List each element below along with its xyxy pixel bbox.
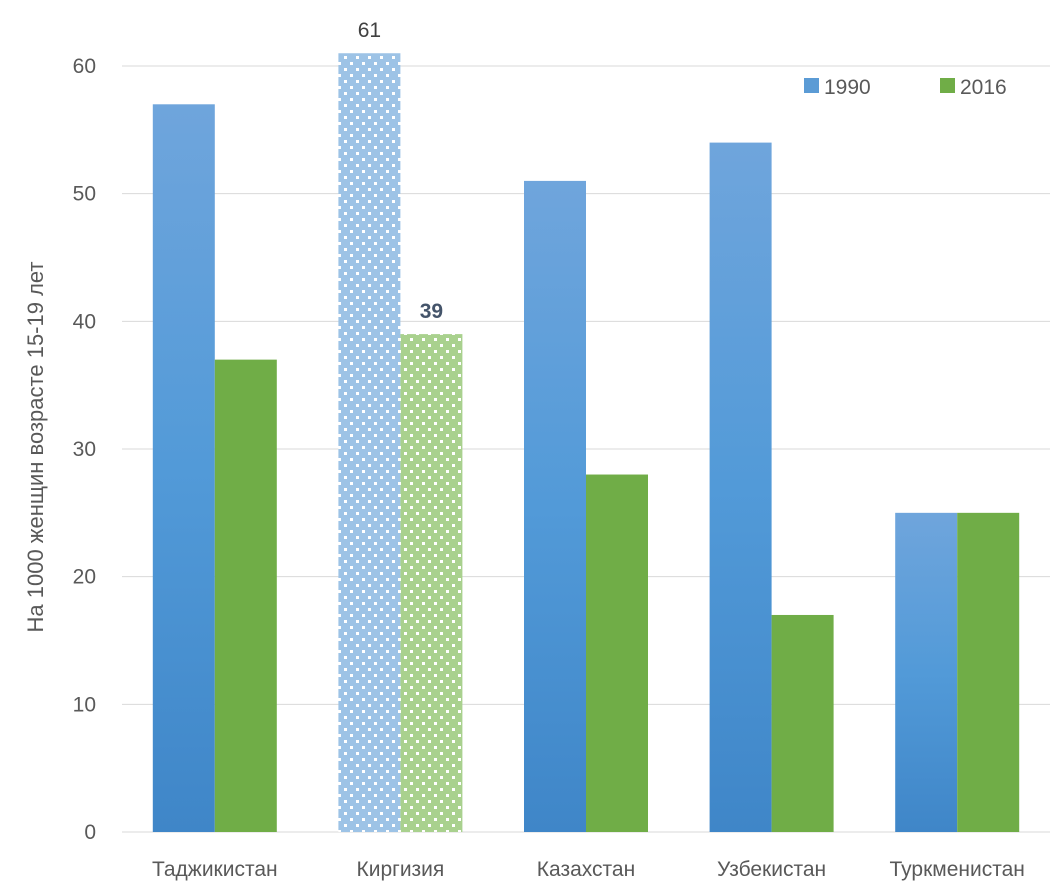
x-category-label: Туркменистан: [890, 858, 1025, 881]
y-tick-label: 20: [73, 566, 96, 589]
legend-swatch-2016: [940, 78, 955, 93]
y-tick-label: 40: [73, 310, 96, 333]
legend-label-1990: 1990: [824, 76, 871, 99]
y-tick-label: 50: [73, 183, 96, 206]
bar-Таджикистан-2016: [214, 359, 277, 832]
x-category-label: Узбекистан: [717, 858, 826, 881]
x-category-label: Таджикистан: [152, 858, 278, 881]
bars: [152, 53, 1020, 833]
y-tick-label: 10: [73, 693, 96, 716]
bar-Казахстан-2016: [586, 474, 648, 832]
bar-Узбекистан-2016: [771, 614, 834, 832]
data-labels: 61 39: [358, 19, 443, 323]
y-tick-label: 0: [84, 821, 96, 844]
bar-Казахстан-1990: [524, 180, 586, 832]
bar-Туркменистан-2016: [957, 512, 1020, 832]
legend-swatch-1990: [804, 78, 819, 93]
y-axis-title: На 1000 женщин возрасте 15-19 лет: [23, 261, 48, 632]
data-label-Киргизия-2016: 39: [420, 300, 443, 323]
bar-Киргизия-2016: [400, 334, 463, 832]
y-tick-label: 30: [73, 438, 96, 461]
bar-Узбекистан-1990: [709, 142, 772, 833]
legend: 1990 2016: [804, 76, 1007, 99]
data-label-Киргизия-1990: 61: [358, 19, 381, 42]
bar-Туркменистан-1990: [895, 512, 958, 832]
bar-Киргизия-1990: [338, 53, 401, 832]
bar-Таджикистан-1990: [152, 104, 215, 833]
legend-label-2016: 2016: [960, 76, 1007, 99]
x-category-label: Казахстан: [537, 858, 635, 881]
x-category-label: Киргизия: [357, 858, 445, 881]
x-axis-categories: Таджикистан Киргизия Казахстан Узбекистан Ту…: [152, 858, 1025, 881]
y-tick-label: 60: [73, 55, 96, 78]
y-axis-ticks: 0 10 20 30 40 50 60: [73, 55, 96, 844]
